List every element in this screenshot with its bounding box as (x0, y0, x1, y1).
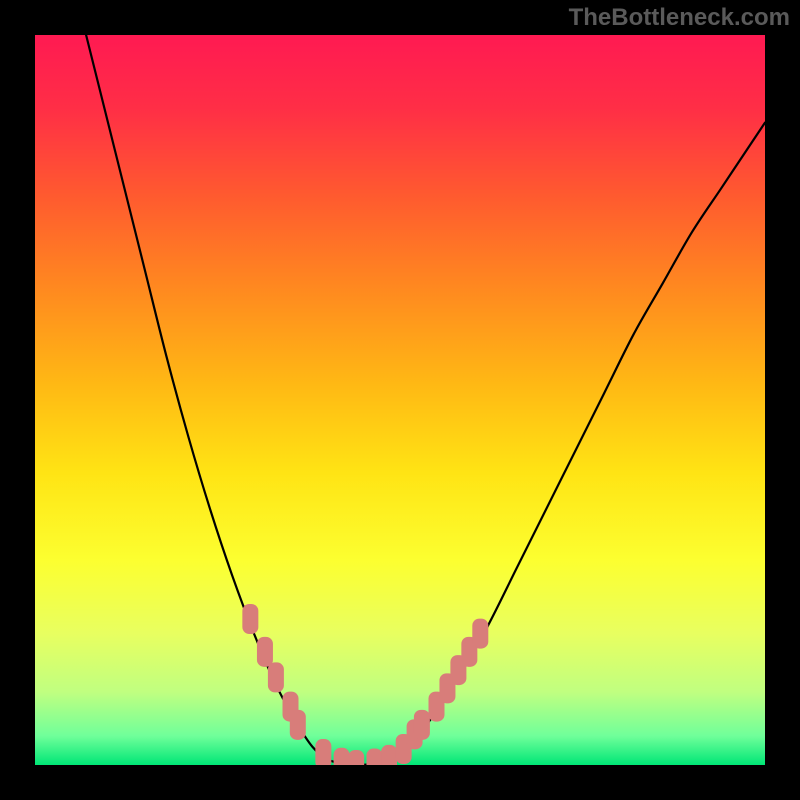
curve-marker (348, 750, 364, 765)
curve-marker (315, 739, 331, 765)
curve-marker (257, 637, 273, 667)
curve-marker (414, 710, 430, 740)
curve-marker (381, 745, 397, 765)
plot-area (35, 35, 765, 765)
watermark-text: TheBottleneck.com (569, 4, 790, 32)
curve-marker (366, 749, 382, 765)
curve-marker (268, 662, 284, 692)
marker-layer (35, 35, 765, 765)
curve-marker (242, 604, 258, 634)
curve-marker (472, 619, 488, 649)
curve-marker (290, 710, 306, 740)
curve-marker (334, 748, 350, 765)
